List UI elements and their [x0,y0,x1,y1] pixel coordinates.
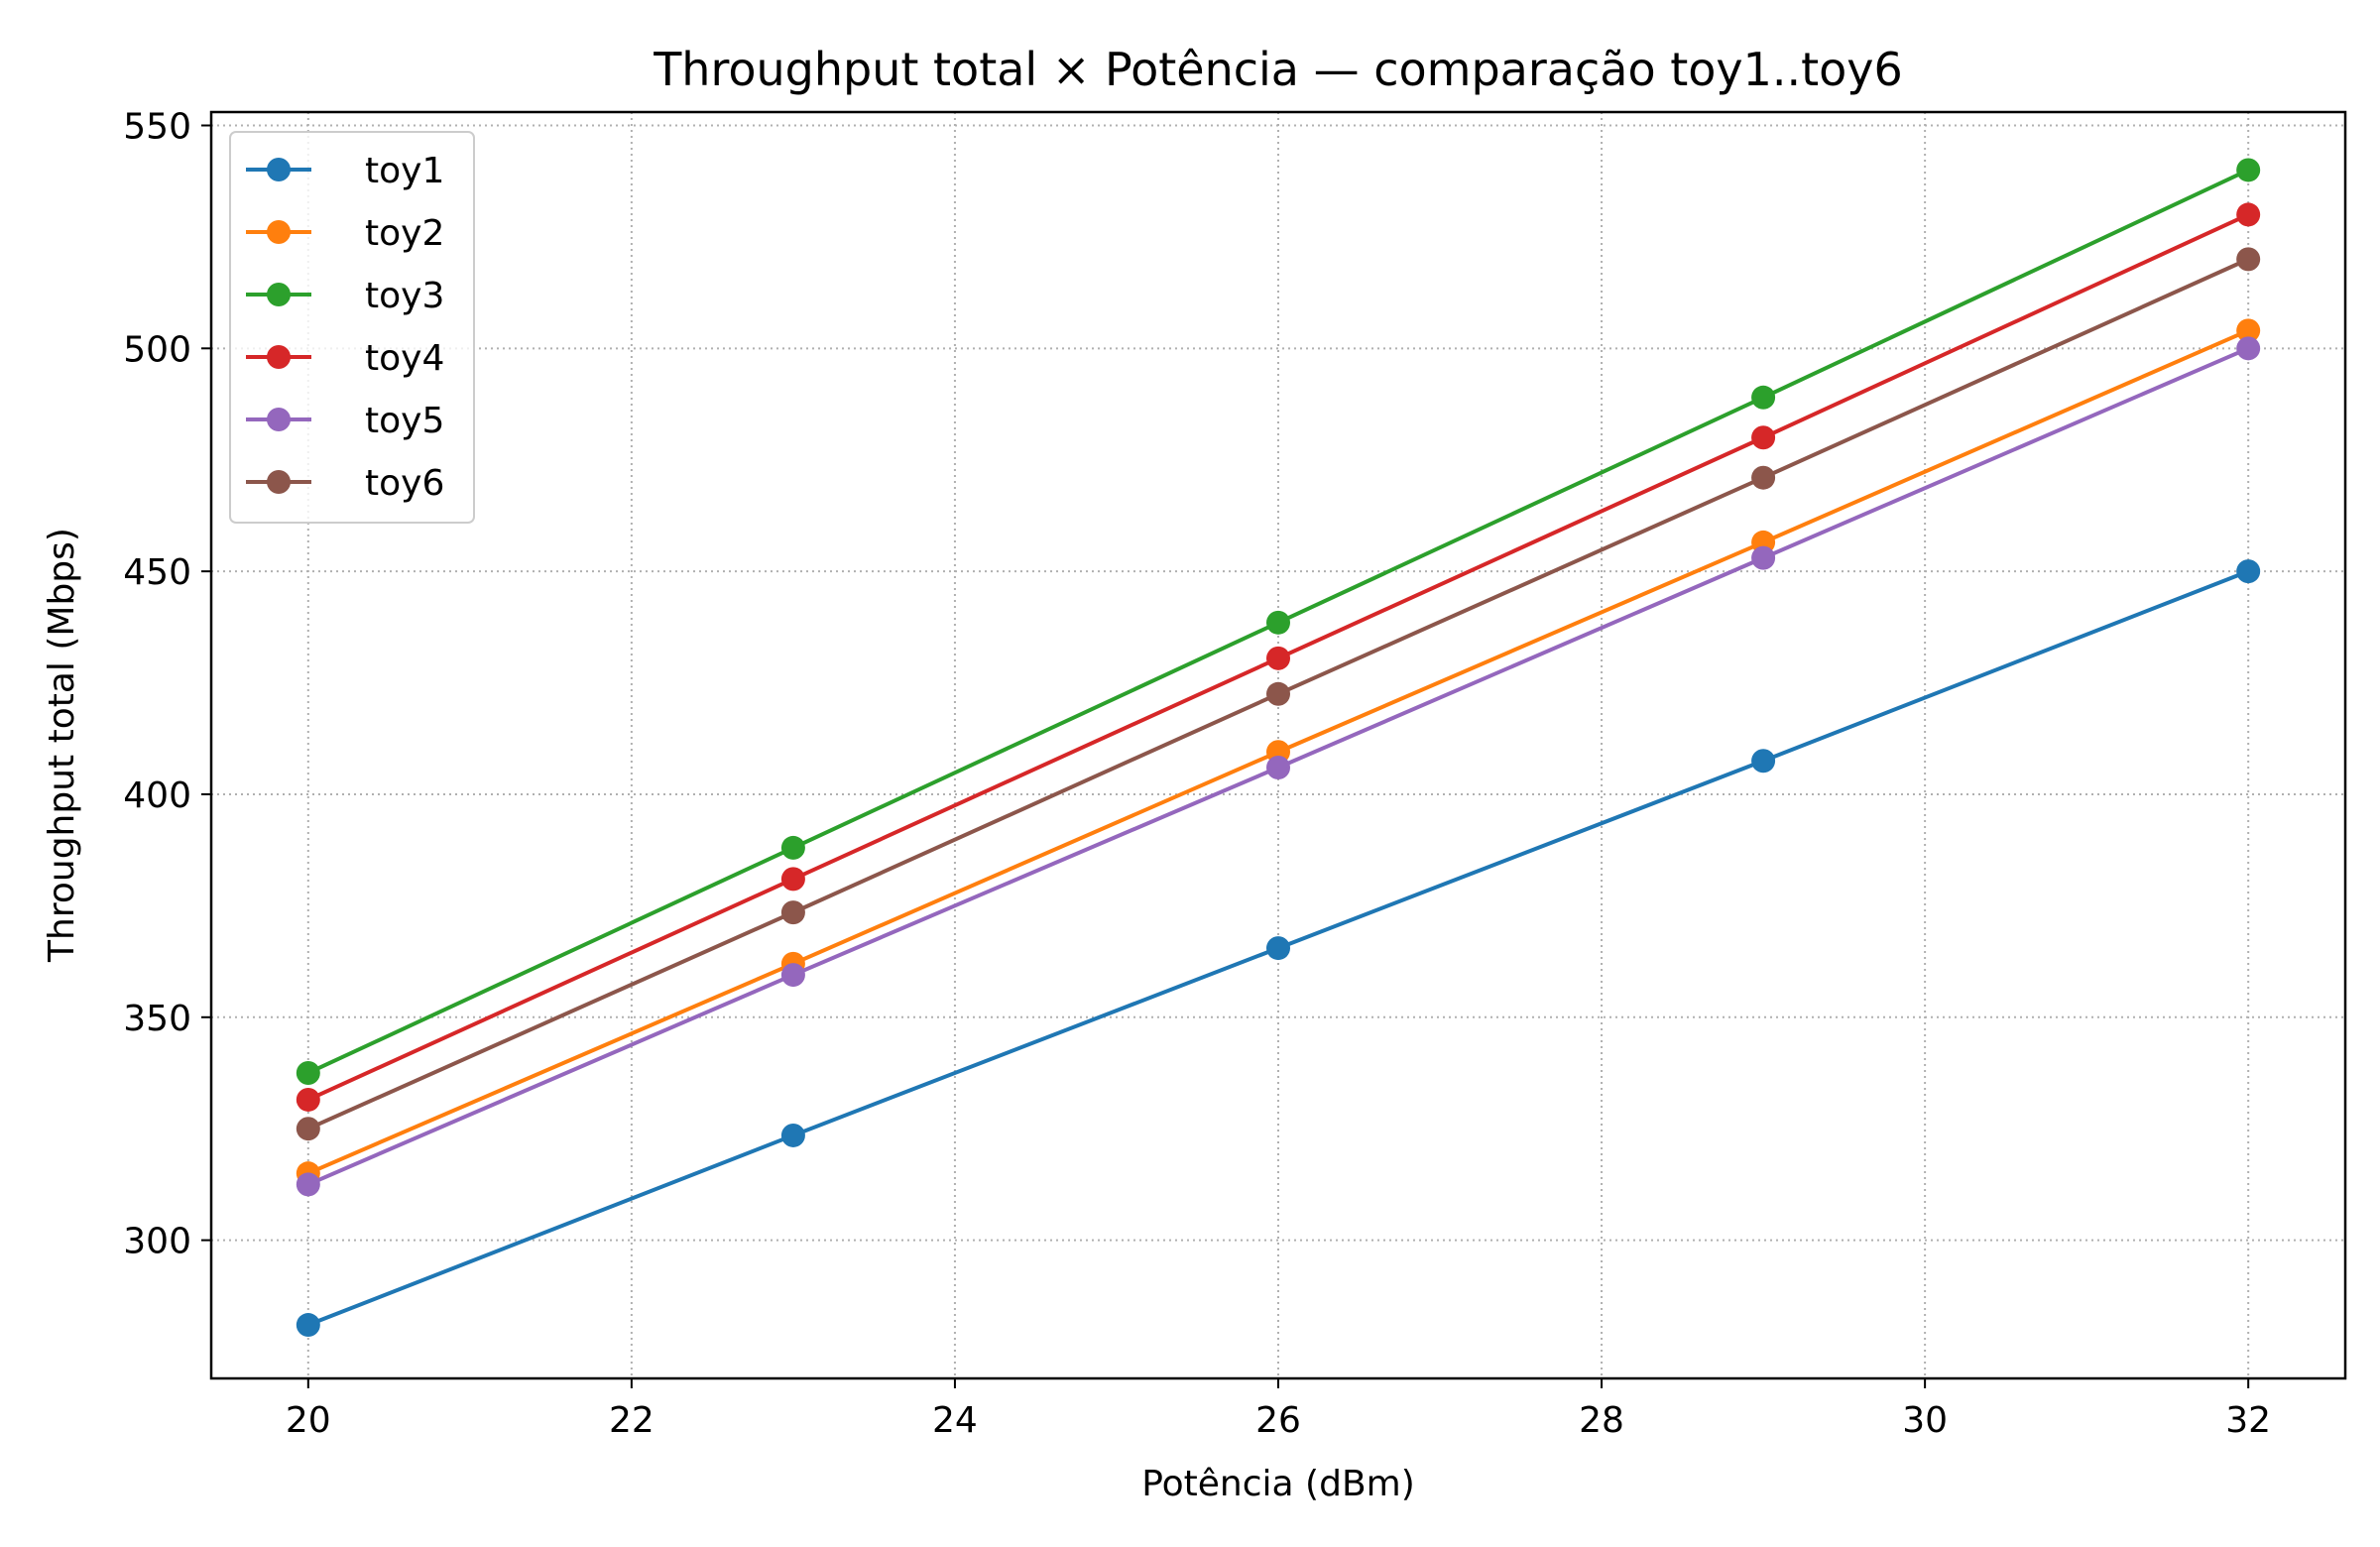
legend-marker-toy5 [267,408,291,431]
x-tick-label: 20 [286,1400,331,1441]
x-tick-label: 26 [1255,1400,1301,1441]
series-toy4 [296,202,2261,1112]
legend-marker-toy6 [267,470,291,494]
data-point-toy4 [1751,425,1776,450]
data-point-toy1 [1751,749,1776,774]
data-point-toy1 [780,1123,805,1147]
legend: toy1 toy2 toy3 toy4 toy5 toy6 [229,131,475,524]
chart-title: Throughput total × Potência — comparação… [653,43,1903,96]
data-point-toy5 [296,1172,320,1197]
data-point-toy5 [1751,545,1776,570]
series-layer [296,158,2261,1338]
data-point-toy5 [780,963,805,988]
legend-label-toy6: toy6 [365,463,444,504]
x-tick-label: 28 [1579,1400,1624,1441]
y-tick-label: 300 [123,1222,191,1262]
y-tick-label: 450 [123,552,191,593]
series-toy6 [296,247,2261,1141]
legend-label-toy1: toy1 [365,151,444,191]
ticks: 20 22 24 26 28 30 32 300 350 400 450 500 550 [123,106,2271,1441]
data-point-toy1 [1266,936,1290,961]
data-point-toy6 [2236,247,2261,272]
legend-label-toy4: toy4 [365,338,444,379]
x-tick-label: 22 [609,1400,654,1441]
y-tick-label: 400 [123,775,191,816]
legend-marker-toy4 [267,345,291,369]
series-toy2 [296,318,2261,1186]
data-point-toy1 [2236,559,2261,584]
data-point-toy4 [1266,646,1290,670]
data-point-toy6 [296,1117,320,1141]
data-point-toy5 [2236,336,2261,361]
y-tick-label: 350 [123,999,191,1039]
legend-frame [229,131,475,524]
data-point-toy4 [2236,202,2261,227]
x-tick-label: 30 [1902,1400,1948,1441]
data-point-toy6 [1751,465,1776,490]
y-axis-label: Throughput total (Mbps) [42,528,82,963]
series-toy5 [296,336,2261,1197]
legend-marker-toy1 [267,158,291,181]
data-point-toy3 [780,835,805,860]
legend-marker-toy3 [267,283,291,306]
x-tick-label: 24 [932,1400,978,1441]
data-point-toy6 [780,900,805,925]
y-tick-label: 550 [123,106,191,147]
x-axis-label: Potência (dBm) [1141,1464,1415,1504]
data-point-toy6 [1266,681,1290,706]
data-point-toy1 [296,1313,320,1338]
series-toy1 [296,559,2261,1338]
y-tick-label: 500 [123,329,191,370]
data-point-toy4 [780,867,805,892]
data-point-toy3 [296,1060,320,1085]
data-point-toy3 [1751,385,1776,410]
data-point-toy2 [2236,318,2261,343]
data-point-toy3 [2236,158,2261,182]
data-point-toy4 [296,1087,320,1112]
legend-label-toy3: toy3 [365,276,444,316]
legend-label-toy2: toy2 [365,213,444,254]
legend-label-toy5: toy5 [365,401,444,441]
data-point-toy5 [1266,755,1290,779]
series-toy3 [296,158,2261,1085]
grid [211,112,2345,1378]
x-tick-label: 32 [2225,1400,2271,1441]
data-point-toy3 [1266,610,1290,635]
legend-marker-toy2 [267,220,291,244]
